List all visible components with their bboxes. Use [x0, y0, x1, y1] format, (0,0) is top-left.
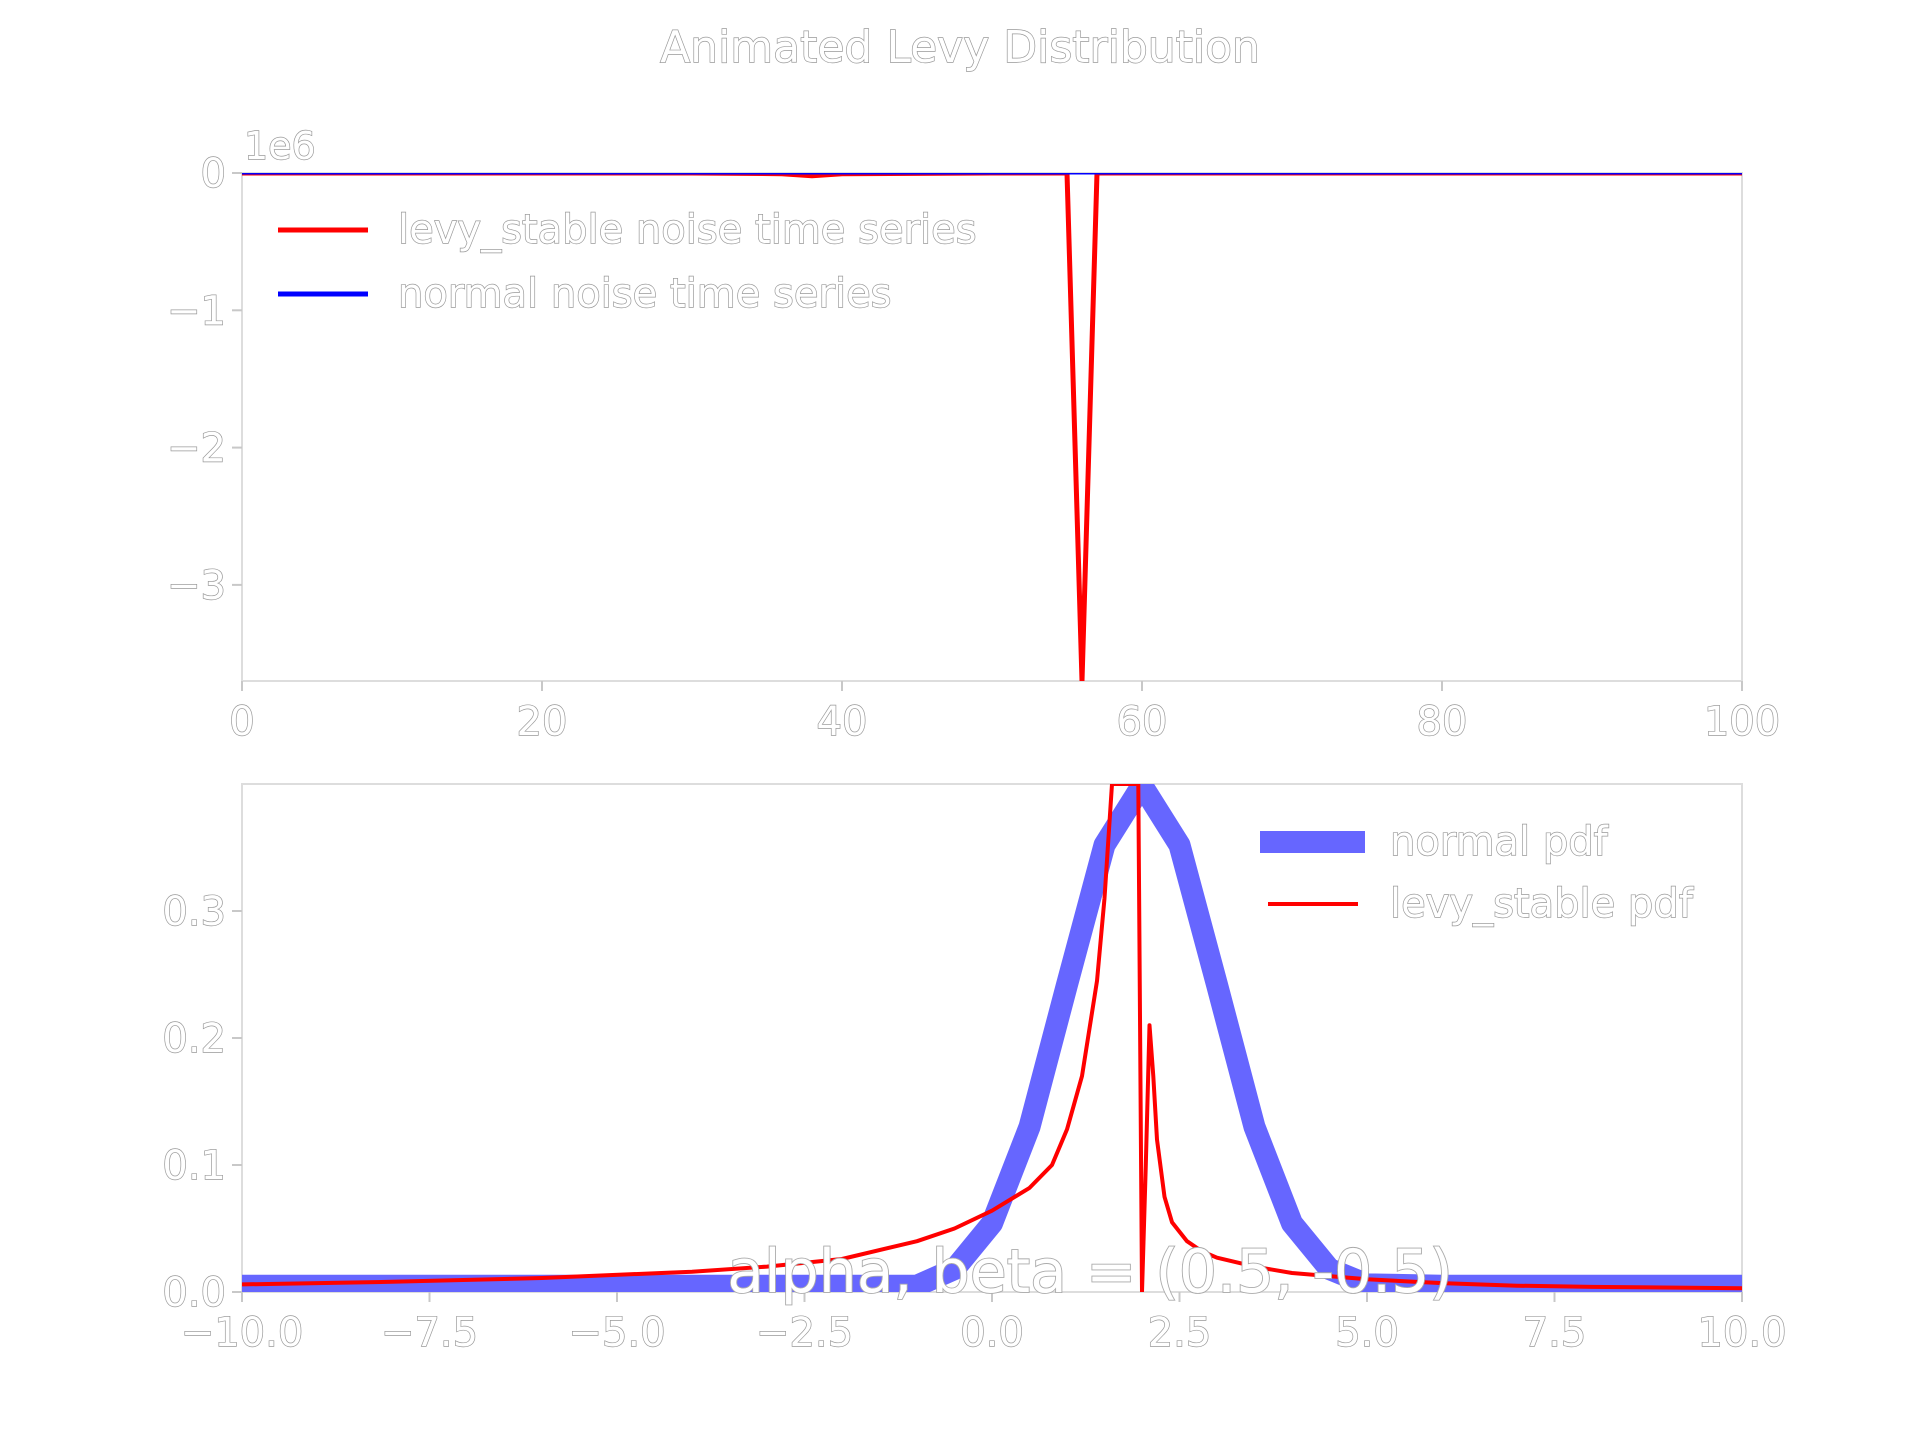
legend-label-normal-noise: normal noise time series — [398, 271, 892, 317]
legend-label-normal-pdf: normal pdf — [1390, 819, 1609, 865]
time-series-x-tick-label: 20 — [517, 699, 568, 745]
pdf-y-axis: 0.0 0.1 0.2 0.3 — [162, 888, 242, 1317]
time-series-y-tick-label: −2 — [167, 426, 226, 472]
time-series-legend: levy_stable noise time series normal noi… — [278, 206, 977, 318]
pdf-x-tick-label: 2.5 — [1148, 1310, 1212, 1356]
pdf-y-tick-label: 0.1 — [162, 1143, 226, 1189]
pdf-series-levy-stable-pdf — [242, 784, 1742, 1292]
pdf-x-tick-label: 0.0 — [960, 1310, 1024, 1356]
pdf-x-tick-label: 5.0 — [1335, 1310, 1399, 1356]
pdf-y-tick-label: 0.0 — [162, 1270, 226, 1316]
time-series-x-axis: 0 20 40 60 80 100 — [229, 681, 1781, 746]
pdf-x-tick-label: 10.0 — [1697, 1310, 1786, 1356]
legend-label-levy-pdf: levy_stable pdf — [1390, 881, 1694, 927]
time-series-x-tick-label: 40 — [817, 699, 868, 745]
figure-title: Animated Levy Distribution — [660, 22, 1260, 73]
pdf-x-tick-label: −2.5 — [756, 1310, 853, 1356]
time-series-x-tick-label: 0 — [229, 699, 254, 745]
pdf-y-tick-label: 0.2 — [162, 1016, 226, 1062]
time-series-y-tick-label: 0 — [201, 151, 226, 197]
pdf-x-tick-label: −7.5 — [381, 1310, 478, 1356]
pdf-x-tick-label: 7.5 — [1523, 1310, 1587, 1356]
time-series-y-tick-label: −3 — [167, 563, 226, 609]
pdf-lines — [242, 784, 1742, 1292]
time-series-x-tick-label: 80 — [1417, 699, 1468, 745]
time-series-x-tick-label: 100 — [1704, 699, 1780, 745]
pdf-y-tick-label: 0.3 — [162, 889, 226, 935]
time-series-y-axis: 0 −1 −2 −3 — [166, 150, 242, 610]
pdf-x-tick-label: −10.0 — [181, 1310, 304, 1356]
legend-label-levy-noise: levy_stable noise time series — [398, 207, 977, 253]
alpha-beta-annotation: alpha, beta = (0.5, -0.5) — [727, 1237, 1453, 1307]
y-offset-label: 1e6 — [244, 124, 316, 168]
pdf-x-axis: −10.0 −7.5 −5.0 −2.5 0.0 2.5 5.0 7.5 10.0 — [180, 1292, 1787, 1357]
time-series-y-tick-label: −1 — [167, 288, 226, 334]
pdf-axes: −10.0 −7.5 −5.0 −2.5 0.0 2.5 5.0 7.5 10.0 0.0 0.1… — [162, 783, 1787, 1357]
pdf-x-tick-label: −5.0 — [568, 1310, 665, 1356]
time-series-x-tick-label: 60 — [1117, 699, 1168, 745]
pdf-legend: normal pdf levy_stable pdf — [1260, 818, 1694, 928]
time-series-axes: 0 20 40 60 80 100 0 −1 −2 −3 1e6 levy_stable noi… — [166, 123, 1781, 746]
